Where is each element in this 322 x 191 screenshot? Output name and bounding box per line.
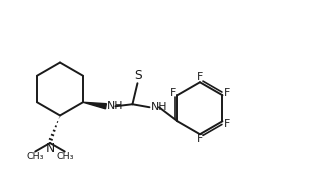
Text: S: S (134, 69, 142, 82)
Text: N: N (45, 142, 55, 155)
Text: F: F (197, 72, 203, 83)
Text: F: F (223, 88, 230, 98)
Text: F: F (197, 134, 203, 144)
Text: NH: NH (150, 102, 167, 112)
Text: F: F (223, 119, 230, 129)
Text: F: F (170, 88, 176, 98)
Polygon shape (83, 102, 106, 109)
Text: CH₃: CH₃ (26, 152, 43, 161)
Text: CH₃: CH₃ (56, 152, 74, 161)
Text: NH: NH (107, 101, 123, 111)
